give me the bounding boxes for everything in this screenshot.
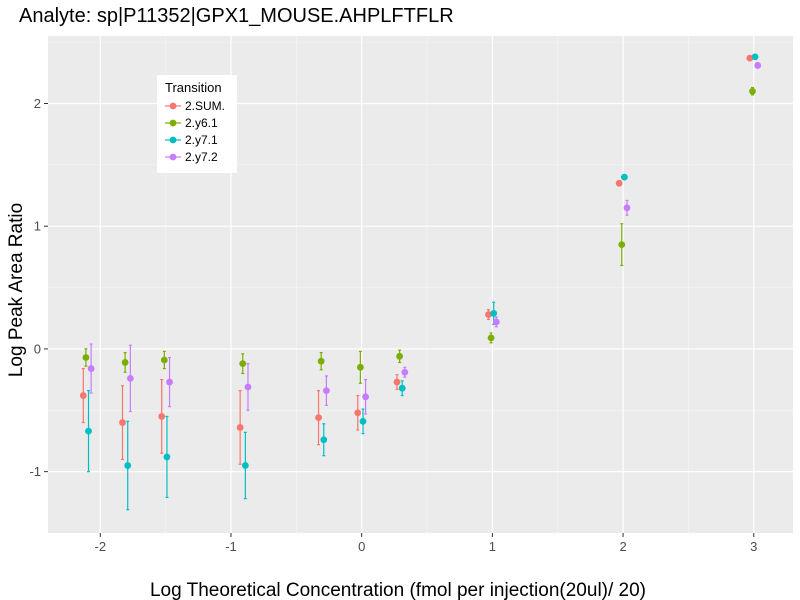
data-point (79, 392, 87, 399)
series-2.SUM. (79, 54, 754, 465)
y-tick-label: 2 (34, 96, 41, 111)
data-point (618, 241, 626, 249)
data-point (359, 417, 367, 425)
data-point (317, 357, 325, 365)
data-point (362, 393, 370, 401)
legend-label: 2.y6.1 (185, 116, 218, 130)
series-2.y7.1 (85, 53, 759, 511)
x-tick-label: -2 (94, 539, 106, 554)
legend-title: Transition (165, 80, 222, 95)
legend-label: 2.y7.1 (185, 133, 218, 147)
data-point (620, 173, 628, 181)
data-point (396, 352, 403, 360)
data-point (241, 462, 249, 469)
data-point (320, 436, 328, 444)
y-axis-title: Log Peak Area Ratio (6, 203, 27, 377)
x-axis-title: Log Theoretical Concentration (fmol per … (150, 580, 646, 600)
data-point (121, 359, 129, 366)
x-tick-label: 1 (489, 539, 496, 554)
legend-label: 2.SUM. (185, 99, 225, 113)
y-tick-label: -1 (29, 464, 41, 479)
data-point (239, 360, 247, 368)
data-point (166, 378, 173, 386)
axes: -2 -1 0 1 2 3 -1 0 1 2 (29, 96, 757, 554)
data-point (623, 204, 631, 212)
legend-key-point (169, 119, 177, 127)
data-point (746, 54, 754, 62)
y-tick-label: 0 (34, 341, 41, 356)
y-tick-label: 1 (34, 219, 41, 234)
data-point (163, 453, 171, 461)
data-point (393, 378, 401, 386)
legend-label: 2.y7.2 (185, 150, 218, 164)
data-point (485, 311, 492, 318)
data-point (398, 384, 406, 392)
series-2.y7.2 (87, 62, 762, 415)
data-point (158, 413, 166, 420)
x-tick-label: -1 (225, 539, 237, 554)
data-point (119, 419, 126, 426)
data-point (126, 374, 134, 382)
legend: Transition 2.SUM. 2.y6.1 2.y7.1 2.y7.2 (157, 75, 237, 173)
data-point (754, 62, 762, 69)
data-point (315, 414, 322, 422)
data-point (82, 354, 90, 361)
legend-key-point (169, 102, 177, 110)
data-point (160, 356, 168, 364)
data-point (356, 363, 364, 371)
data-point (749, 87, 756, 95)
data-point (322, 387, 330, 395)
series-2.y6.1 (82, 86, 756, 384)
legend-key-point (169, 136, 177, 144)
x-tick-label: 3 (750, 539, 757, 554)
data-point (87, 365, 95, 372)
chart-title: Analyte: sp|P11352|GPX1_MOUSE.AHPLFTFLR (19, 5, 454, 27)
data-points (79, 53, 762, 511)
data-point (615, 179, 623, 187)
data-point (244, 383, 252, 391)
data-point (401, 368, 409, 376)
data-point (85, 427, 92, 435)
legend-key-point (169, 153, 177, 161)
data-point (236, 424, 244, 431)
data-point (492, 318, 500, 326)
x-tick-label: 2 (619, 539, 626, 554)
data-point (124, 462, 132, 469)
data-point (490, 309, 498, 317)
data-point (487, 334, 495, 342)
data-point (751, 53, 759, 61)
data-point (354, 409, 362, 417)
x-tick-label: 0 (358, 539, 365, 554)
